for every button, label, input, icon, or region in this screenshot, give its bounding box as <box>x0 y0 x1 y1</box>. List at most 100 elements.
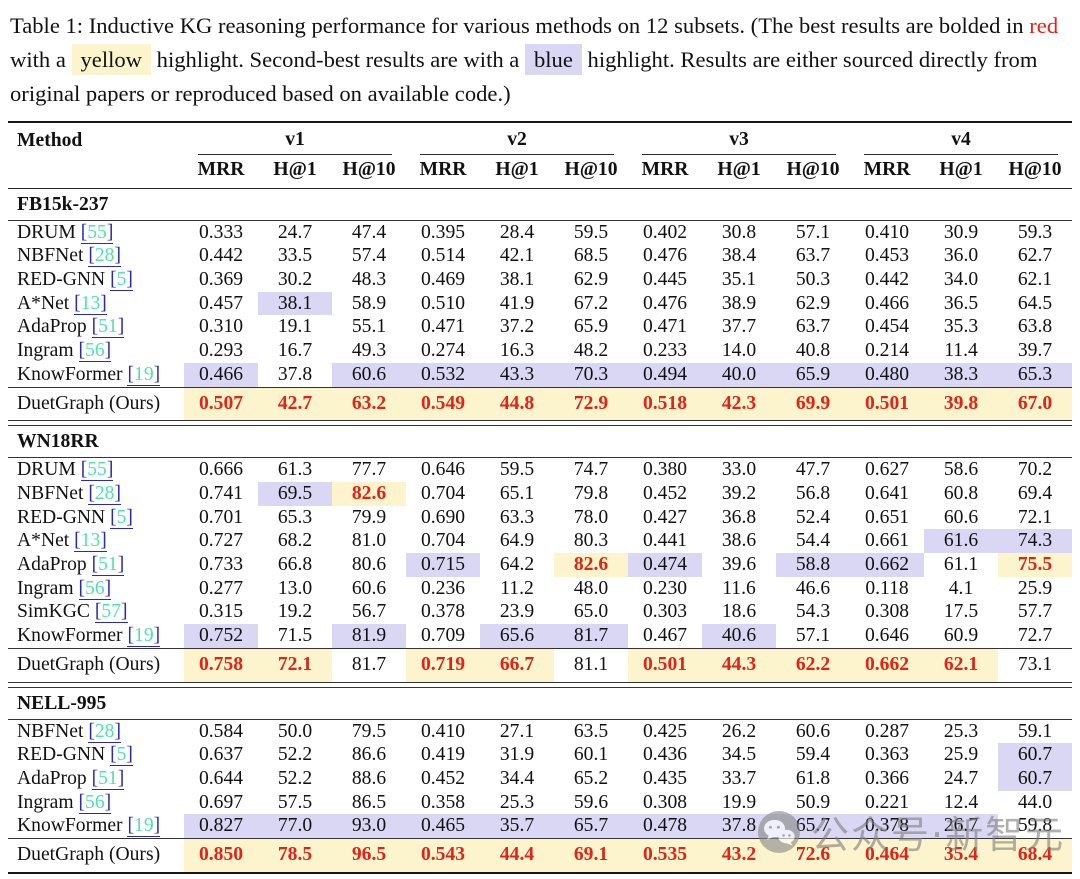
value-cell: 0.480 <box>850 362 924 388</box>
value-cell: 0.454 <box>864 316 910 338</box>
value-cell: 0.646 <box>864 625 910 647</box>
value-cell: 35.7 <box>480 814 554 839</box>
value-cell: 79.5 <box>351 720 387 742</box>
table-row: Ingram [56] 0.277 13.0 60.6 0.236 11.2 48.0 0.2… <box>8 577 1072 601</box>
citation-number: 28 <box>94 245 115 267</box>
value-cell: 62.1 <box>924 647 998 683</box>
value-cell: 81.1 <box>554 647 628 683</box>
method-cell: NBFNet [28] <box>8 482 184 506</box>
citation-link[interactable]: [56] <box>78 791 112 814</box>
value-cell: 11.6 <box>722 577 756 599</box>
value-cell: 0.419 <box>420 744 466 766</box>
value-cell: 38.1 <box>499 269 535 291</box>
citation-link[interactable]: [55] <box>80 221 114 244</box>
citation-bracket: ] <box>153 363 161 385</box>
value-cell: 50.9 <box>795 791 831 813</box>
value-cell: 77.7 <box>351 459 387 481</box>
citation-link[interactable]: [28] <box>88 245 121 268</box>
value-cell: 79.9 <box>351 506 387 528</box>
value-cell: 33.7 <box>721 767 757 789</box>
value-cell: 38.4 <box>721 245 757 267</box>
value-cell: 60.6 <box>332 362 406 388</box>
value-cell: 0.704 <box>420 482 466 504</box>
value-cell: 44.3 <box>702 647 776 683</box>
value-cell: 34.0 <box>943 269 979 291</box>
value-cell: 31.9 <box>499 744 535 766</box>
value-cell: 37.8 <box>702 814 776 839</box>
value-cell: 0.435 <box>642 767 688 789</box>
citation-link[interactable]: [28] <box>88 482 121 505</box>
method-name: DRUM <box>17 459 76 481</box>
citation-number: 13 <box>80 292 101 314</box>
citation-link[interactable]: [55] <box>80 459 114 482</box>
value-cell: 0.233 <box>642 340 688 362</box>
value-cell: 23.9 <box>499 601 535 623</box>
value-cell: 0.315 <box>198 601 244 623</box>
col-header-h1-v3: H@1 <box>702 154 776 189</box>
citation-bracket: ] <box>106 459 114 481</box>
citation-number: 56 <box>85 577 105 599</box>
citation-bracket: ] <box>104 577 112 599</box>
value-cell: 68.2 <box>277 530 313 552</box>
value-cell: 0.310 <box>198 316 244 338</box>
citation-link[interactable]: [57] <box>94 601 128 624</box>
value-cell: 42.3 <box>702 386 776 421</box>
citation-link[interactable]: [19] <box>127 815 161 838</box>
value-cell: 43.3 <box>480 362 554 388</box>
citation-link[interactable]: [5] <box>110 744 133 767</box>
citation-number: 51 <box>98 316 118 338</box>
value-cell: 61.3 <box>277 459 313 481</box>
col-header-h10-v4: H@10 <box>998 154 1072 189</box>
citation-link[interactable]: [56] <box>78 340 112 363</box>
value-cell: 33.0 <box>721 459 757 481</box>
citation-link[interactable]: [51] <box>91 554 125 577</box>
value-cell: 81.7 <box>554 624 628 649</box>
method-name: AdaProp <box>17 554 87 576</box>
citation-bracket: [ <box>78 791 86 813</box>
value-cell: 0.464 <box>850 838 924 873</box>
citation-link[interactable]: [51] <box>91 767 125 790</box>
value-cell: 36.8 <box>721 506 757 528</box>
citation-link[interactable]: [51] <box>91 316 125 339</box>
citation-number: 28 <box>94 482 115 504</box>
citation-number: 28 <box>94 720 115 742</box>
citation-link[interactable]: [56] <box>78 577 112 600</box>
citation-bracket: ] <box>126 506 133 528</box>
value-cell: 30.2 <box>277 269 313 291</box>
method-name: DRUM <box>17 221 76 243</box>
method-cell: KnowFormer [19] <box>8 624 184 648</box>
citation-number: 5 <box>116 506 127 528</box>
citation-link[interactable]: [5] <box>110 506 133 529</box>
value-cell: 0.666 <box>198 459 244 481</box>
value-cell: 78.0 <box>573 506 609 528</box>
table-row: KnowFormer [19] 0.752 71.5 81.9 0.709 65.6 81.… <box>8 624 1072 649</box>
value-cell: 28.4 <box>499 221 535 243</box>
caption-text-2: with a <box>10 47 72 73</box>
value-cell: 74.7 <box>573 459 609 481</box>
citation-link[interactable]: [13] <box>74 292 107 315</box>
value-cell: 59.5 <box>573 221 609 243</box>
value-cell: 65.1 <box>499 482 535 504</box>
citation-link[interactable]: [19] <box>127 363 161 386</box>
citation-link[interactable]: [28] <box>88 720 121 743</box>
method-name: NBFNet <box>17 720 84 742</box>
table-body: FB15k-237 DRUM [55] 0.333 24.7 47.4 0.395 28.4… <box>8 188 1072 873</box>
table-row: KnowFormer [19] 0.827 77.0 93.0 0.465 35.7 65.… <box>8 814 1072 839</box>
value-cell: 42.1 <box>499 245 535 267</box>
citation-bracket: [ <box>88 245 95 267</box>
citation-link[interactable]: [19] <box>127 625 161 648</box>
value-cell: 0.442 <box>198 245 244 267</box>
method-cell: AdaProp [51] <box>8 553 184 577</box>
value-cell: 66.8 <box>277 554 313 576</box>
value-cell: 0.118 <box>865 577 909 599</box>
value-cell: 56.8 <box>795 482 831 504</box>
value-cell: 79.8 <box>573 482 609 504</box>
value-cell: 63.8 <box>1017 316 1053 338</box>
citation-link[interactable]: [5] <box>110 269 133 292</box>
citation-bracket: ] <box>126 269 133 291</box>
value-cell: 0.741 <box>198 482 244 504</box>
citation-link[interactable]: [13] <box>74 530 107 553</box>
table-row: NBFNet [28] 0.741 69.5 82.6 0.704 65.1 79.8 0.4… <box>8 481 1072 506</box>
value-cell: 0.532 <box>406 362 480 388</box>
citation-bracket: [ <box>110 506 117 528</box>
